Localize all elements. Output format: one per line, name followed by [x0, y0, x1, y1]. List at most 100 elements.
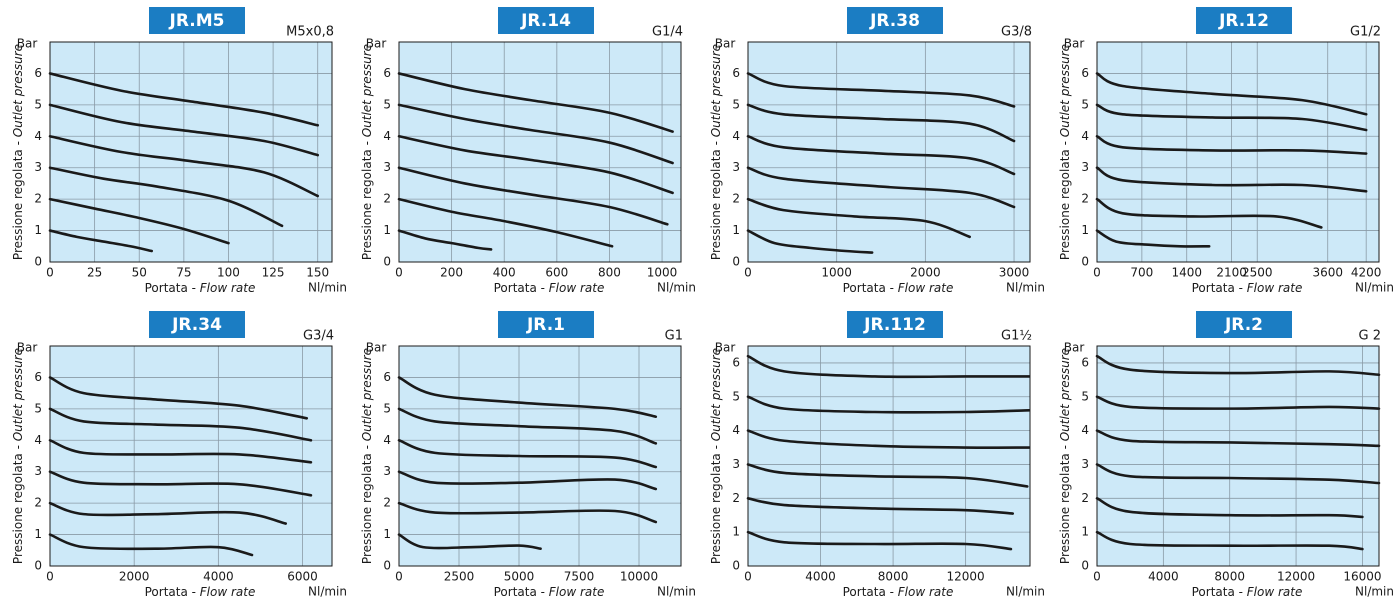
x-tick-label: 2000	[910, 266, 941, 280]
pressure-curve	[746, 72, 1016, 108]
pressure-curve	[1095, 530, 1364, 551]
y-tick-label: 5	[34, 97, 42, 111]
y-axis-label: Pressione regolata - Outlet pressure	[709, 348, 723, 564]
x-tick-label: 75	[176, 266, 191, 280]
x-unit: Nl/min	[1355, 585, 1394, 599]
y-axis-label-italic: Outlet pressure	[709, 348, 723, 441]
chart-subtitle: G3/4	[303, 329, 334, 344]
chart-subtitle: G 2	[1359, 329, 1381, 344]
y-tick-label: 6	[383, 370, 391, 384]
pressure-curve	[1095, 229, 1211, 248]
y-unit: Bar	[366, 341, 387, 355]
y-tick-label: 1	[732, 223, 740, 237]
pressure-curve	[397, 533, 542, 551]
x-tick-label: 4000	[203, 570, 234, 584]
y-tick-label: 2	[1081, 192, 1089, 206]
pressure-curve	[48, 103, 320, 157]
pressure-curve	[397, 438, 658, 469]
title-box	[498, 7, 594, 34]
x-tick-label: 25	[87, 266, 102, 280]
pressure-curve	[48, 501, 288, 525]
y-tick-label: 6	[34, 66, 42, 80]
y-tick-label: 6	[383, 66, 391, 80]
pressure-curve	[48, 197, 230, 245]
x-tick-label: 12000	[947, 570, 985, 584]
y-tick-label: 6	[732, 355, 740, 369]
x-tick-label: 4000	[805, 570, 836, 584]
y-tick-label: 1	[1081, 223, 1089, 237]
y-tick-label: 0	[732, 255, 740, 269]
y-axis-label-italic: Outlet pressure	[360, 348, 374, 441]
x-axis-label-italic: Flow rate	[200, 281, 256, 295]
y-tick-label: 2	[732, 192, 740, 206]
x-tick-label: 0	[46, 570, 54, 584]
chart-subtitle: G1	[665, 329, 683, 344]
pressure-curve	[48, 134, 320, 198]
chart-title: JR.1	[526, 315, 565, 335]
y-tick-label: 0	[34, 255, 42, 269]
y-axis-label-italic: Outlet pressure	[360, 44, 374, 137]
y-tick-label: 2	[732, 491, 740, 505]
y-tick-label: 5	[1081, 389, 1089, 403]
y-tick-label: 5	[383, 97, 391, 111]
y-tick-label: 4	[34, 129, 42, 143]
y-tick-label: 4	[34, 433, 42, 447]
pressure-curve	[746, 497, 1015, 515]
title-box	[498, 311, 594, 338]
y-tick-label: 3	[34, 160, 42, 174]
plot-area	[747, 345, 1031, 567]
x-axis-label-italic: Flow rate	[549, 585, 605, 599]
y-axis-label: Pressione regolata - Outlet pressure	[11, 44, 25, 260]
y-axis-label-regular: Pressione regolata -	[709, 441, 723, 564]
pressure-curve	[746, 197, 971, 239]
y-tick-label: 0	[383, 255, 391, 269]
plot-area	[49, 41, 333, 263]
x-axis-label-regular: Portata -	[145, 585, 200, 599]
pressure-curve	[1095, 497, 1364, 519]
x-tick-label: 2100	[1216, 266, 1247, 280]
y-tick-label: 0	[383, 559, 391, 573]
x-tick-label: 800	[598, 266, 621, 280]
x-tick-label: 7500	[564, 570, 595, 584]
x-axis-label-regular: Portata -	[145, 281, 200, 295]
y-tick-label: 2	[34, 192, 42, 206]
y-axis-label: Pressione regolata - Outlet pressure	[1058, 348, 1072, 564]
x-axis-label-regular: Portata -	[494, 585, 549, 599]
title-box	[847, 7, 943, 34]
pressure-curve	[48, 470, 313, 497]
y-axis-label-regular: Pressione regolata -	[360, 441, 374, 564]
x-axis-label-italic: Flow rate	[1247, 281, 1303, 295]
x-tick-label: 5000	[504, 570, 535, 584]
x-tick-label: 4200	[1351, 266, 1382, 280]
y-axis-label-regular: Pressione regolata -	[11, 441, 25, 564]
x-axis-label: Portata - Flow rate	[145, 585, 256, 599]
y-tick-label: 0	[1081, 255, 1089, 269]
y-unit: Bar	[1064, 37, 1085, 51]
pressure-curve	[746, 530, 1013, 551]
x-axis-label-italic: Flow rate	[200, 585, 256, 599]
y-tick-label: 5	[34, 401, 42, 415]
x-axis-label: Portata - Flow rate	[843, 585, 954, 599]
y-axis-label-italic: Outlet pressure	[1058, 44, 1072, 137]
pressure-curve	[48, 438, 313, 464]
x-tick-label: 0	[46, 266, 54, 280]
y-tick-label: 2	[1081, 491, 1089, 505]
y-tick-label: 4	[732, 129, 740, 143]
y-axis-label-italic: Outlet pressure	[11, 348, 25, 441]
y-tick-label: 3	[1081, 457, 1089, 471]
x-unit: Nl/min	[1355, 281, 1394, 295]
pressure-curve	[1095, 166, 1368, 193]
plot-border	[398, 345, 682, 567]
y-tick-label: 0	[732, 559, 740, 573]
plot-border	[49, 345, 333, 567]
x-unit: Nl/min	[657, 585, 696, 599]
x-tick-label: 2500	[444, 570, 475, 584]
y-axis-label-regular: Pressione regolata -	[1058, 441, 1072, 564]
pressure-curve	[1095, 354, 1381, 377]
pressure-curve	[48, 72, 320, 127]
y-axis-label-regular: Pressione regolata -	[1058, 137, 1072, 260]
y-tick-label: 4	[383, 433, 391, 447]
